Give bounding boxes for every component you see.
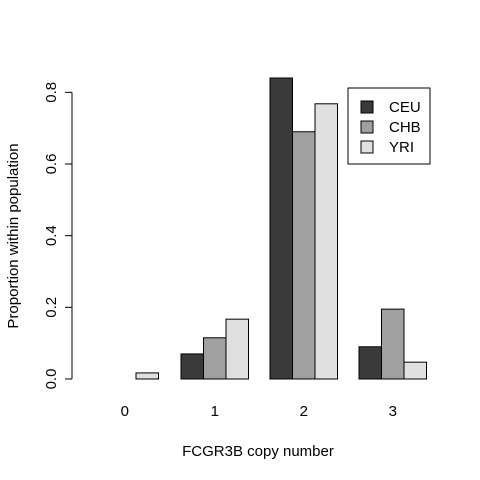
x-tick-label: 3 [389, 403, 397, 420]
y-axis-label: Proportion within population [5, 143, 22, 328]
legend-label-ceu: CEU [389, 99, 421, 116]
y-tick-label: 0.6 [43, 154, 60, 175]
y-axis: 0.0 0.2 0.4 0.6 0.8 [43, 82, 73, 390]
legend-swatch-ceu [360, 100, 374, 114]
legend-label-chb: CHB [389, 119, 421, 136]
bar-chb-3 [381, 308, 405, 380]
bar-yri-0 [135, 372, 159, 380]
bar-chb-2 [292, 131, 316, 380]
x-tick-labels: 0 1 2 3 [121, 403, 397, 420]
legend-swatch-chb [360, 120, 374, 134]
bar-ceu-3 [358, 346, 382, 380]
x-tick-label: 2 [300, 403, 308, 420]
legend: CEU CHB YRI [347, 87, 431, 165]
y-tick-label: 0.8 [43, 82, 60, 103]
y-tick-label: 0.0 [43, 369, 60, 390]
x-axis-label: FCGR3B copy number [182, 443, 334, 460]
bar-yri-3 [403, 361, 427, 380]
bar-ceu-1 [180, 353, 204, 380]
y-tick-label: 0.2 [43, 297, 60, 318]
bar-chb-1 [203, 337, 227, 380]
legend-label-yri: YRI [389, 139, 414, 156]
bar-yri-1 [225, 318, 249, 380]
x-tick-label: 1 [211, 403, 219, 420]
legend-swatch-yri [360, 140, 374, 154]
bars-group [135, 77, 427, 380]
y-tick-label: 0.4 [43, 225, 60, 246]
bar-yri-2 [314, 103, 338, 380]
bar-ceu-2 [269, 77, 293, 380]
x-tick-label: 0 [121, 403, 129, 420]
